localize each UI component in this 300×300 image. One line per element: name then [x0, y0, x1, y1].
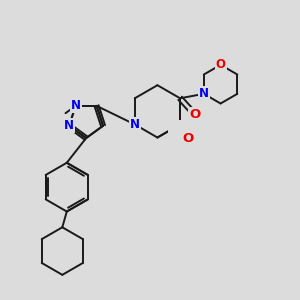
Text: O: O: [189, 108, 201, 121]
Text: N: N: [130, 118, 140, 131]
Text: O: O: [216, 58, 226, 71]
Text: O: O: [216, 58, 226, 71]
Text: N: N: [199, 87, 209, 100]
Text: O: O: [183, 132, 194, 145]
Text: N: N: [70, 99, 81, 112]
Text: N: N: [199, 87, 209, 100]
Text: N: N: [64, 119, 74, 132]
Text: O: O: [189, 108, 201, 121]
Text: N: N: [70, 99, 81, 112]
Text: N: N: [64, 119, 74, 132]
Bar: [168, 120, 195, 145]
Text: N: N: [130, 118, 140, 131]
